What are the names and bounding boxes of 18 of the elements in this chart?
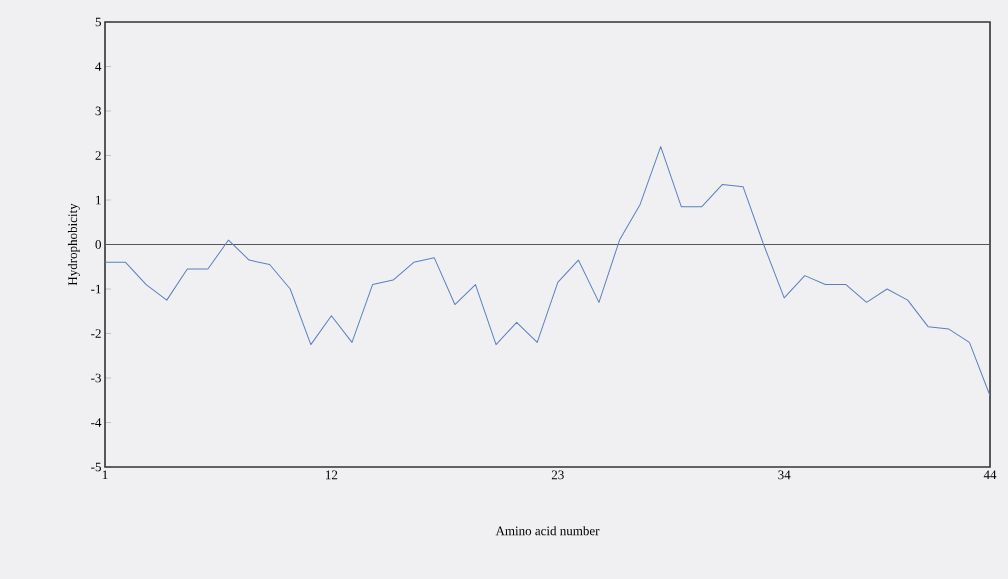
y-tick-label: -4 [91,418,102,427]
y-tick-label: -2 [91,329,101,338]
y-tick-label: -3 [91,373,101,383]
x-axis-title: Amino acid number [495,526,600,536]
x-tick-label: 12 [326,470,338,480]
y-tick-label: 3 [95,106,101,116]
x-tick-label: 44 [983,470,997,480]
y-tick-label: 4 [95,62,102,71]
y-tick-label: 2 [95,151,101,160]
y-axis-title: Hydrophobicity [67,203,80,286]
y-tick-label: 1 [96,195,101,205]
y-tick-label: -5 [91,462,101,472]
y-tick-label: -1 [91,284,101,294]
y-tick-label: 0 [95,240,101,249]
line-series [105,146,991,397]
x-tick-label: 34 [778,470,791,480]
y-tick-label: 5 [95,17,101,27]
x-tick-label: 23 [551,470,564,480]
